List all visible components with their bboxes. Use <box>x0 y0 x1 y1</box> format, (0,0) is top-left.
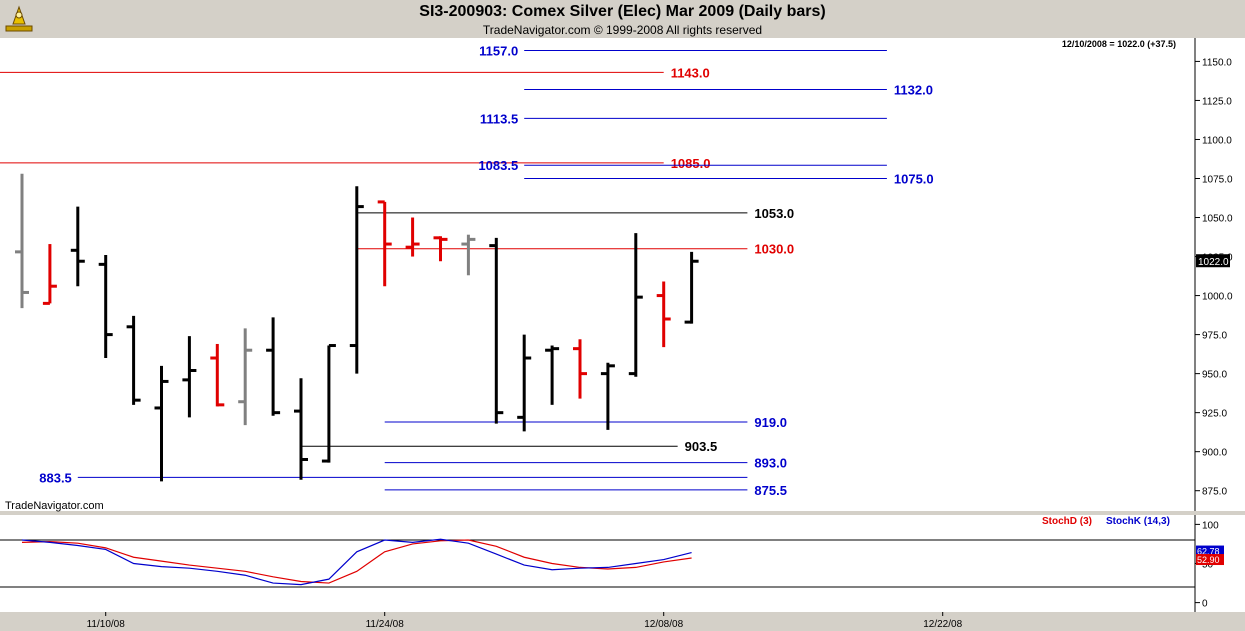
legend-stochk: StochK (14,3) <box>1106 516 1170 527</box>
date-axis-ticks: 11/10/08 11/24/08 12/08/08 12/22/08 <box>87 612 963 630</box>
price-tick-label: 1050.0 <box>1202 214 1233 225</box>
stochastic-series-line <box>21 538 692 586</box>
level-label: 883.5 <box>39 470 72 485</box>
watermark-text: TradeNavigator.com <box>5 500 104 512</box>
price-axis[interactable] <box>1195 38 1245 511</box>
level-label: 1085.0 <box>671 156 711 171</box>
price-tick-label: 900.0 <box>1202 448 1227 459</box>
level-label: 893.0 <box>754 456 787 471</box>
stochastic-pane[interactable] <box>0 515 1195 612</box>
price-tick-label: 950.0 <box>1202 370 1227 381</box>
last-price-label: 1022.0 <box>1198 257 1229 268</box>
price-tick-label: 1125.0 <box>1202 96 1232 107</box>
level-label: 1157.0 <box>479 43 518 58</box>
price-tick-label: 1150.0 <box>1202 57 1232 68</box>
date-tick-label: 12/08/08 <box>644 619 683 630</box>
level-label: 1053.0 <box>754 206 794 221</box>
stochastic-tick-label: 0 <box>1202 599 1208 610</box>
stochk-value-label: 62.78 <box>1197 547 1220 557</box>
level-label: 875.5 <box>754 483 787 498</box>
level-label: 1132.0 <box>894 83 933 98</box>
date-tick-label: 12/22/08 <box>923 619 962 630</box>
last-price-marker: 1022.0 <box>1196 254 1230 268</box>
stochastic-lines <box>0 538 1195 588</box>
legend-stochd: StochD (3) <box>1042 516 1092 527</box>
price-tick-label: 1100.0 <box>1202 135 1232 146</box>
level-label: 1030.0 <box>754 242 794 257</box>
price-tick-label: 1075.0 <box>1202 174 1233 185</box>
title-bar: SI3-200903: Comex Silver (Elec) Mar 2009… <box>0 0 1245 38</box>
level-label: 1075.0 <box>894 171 934 186</box>
chart-title: SI3-200903: Comex Silver (Elec) Mar 2009… <box>419 3 826 20</box>
price-tick-label: 975.0 <box>1202 331 1227 342</box>
price-tick-label: 1000.0 <box>1202 292 1233 303</box>
level-label: 919.0 <box>754 415 787 430</box>
chart-area: 1157.0 1143.0 1132.0 1113.5 1085.0 1083.5 1075… <box>0 38 1245 631</box>
info-readout: 12/10/2008 = 1022.0 (+37.5) <box>1062 39 1176 49</box>
copyright-text: TradeNavigator.com © 1999-2008 All right… <box>482 23 763 37</box>
stochastic-value-markers: 62.78 52.90 <box>1196 545 1224 566</box>
trade-navigator-logo-icon <box>4 4 34 34</box>
price-tick-label: 875.0 <box>1202 487 1227 498</box>
stochastic-series-line <box>21 539 692 584</box>
stochd-value-label: 52.90 <box>1197 555 1220 565</box>
level-label: 1113.5 <box>480 111 518 126</box>
price-pane[interactable] <box>0 38 1195 511</box>
support-resistance-levels: 1157.0 1143.0 1132.0 1113.5 1085.0 1083.5 1075… <box>0 43 934 498</box>
level-label: 1083.5 <box>478 158 518 173</box>
date-tick-label: 11/24/08 <box>366 619 405 630</box>
price-bars <box>15 173 699 482</box>
date-axis[interactable] <box>0 612 1245 631</box>
stochastic-tick-label: 100 <box>1202 520 1219 531</box>
date-tick-label: 11/10/08 <box>87 619 126 630</box>
price-tick-label: 925.0 <box>1202 409 1227 420</box>
level-label: 903.5 <box>685 439 718 454</box>
stochastic-legend: StochD (3) StochK (14,3) <box>1042 516 1170 527</box>
level-label: 1143.0 <box>671 65 710 80</box>
